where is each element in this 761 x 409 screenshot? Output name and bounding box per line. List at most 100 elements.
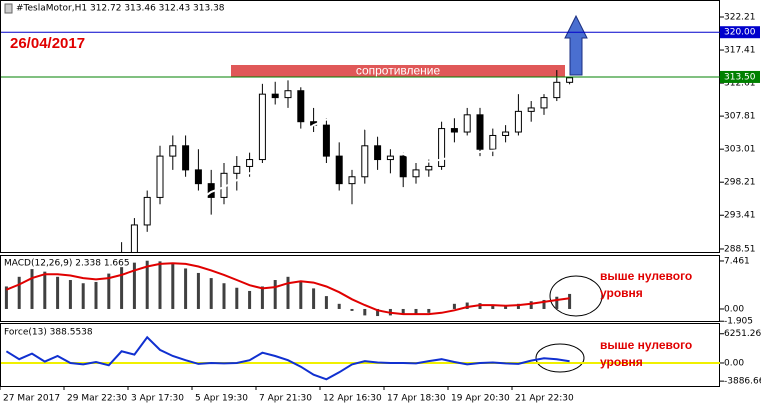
pane-title: #TeslaMotor,H1 312.72 313.46 312.43 313.… [16, 4, 225, 14]
candle-body [322, 124, 330, 157]
macd-bar [17, 276, 21, 309]
macd-bar [286, 276, 290, 309]
y-tick-label: 0.00 [724, 304, 744, 314]
macd-bar [209, 278, 213, 309]
candle-body [566, 77, 574, 83]
candle-body [284, 90, 292, 99]
y-tick-label: 307.81 [724, 112, 756, 122]
highlight-ellipse [549, 275, 603, 317]
macd-bar [427, 308, 431, 313]
candle-body [502, 131, 510, 136]
macd-bar [529, 301, 533, 309]
candle-body [463, 114, 471, 133]
candle-body [169, 145, 177, 157]
x-tick-label: 7 Apr 21:30 [259, 394, 312, 404]
y-tick-label: 293.41 [724, 211, 756, 221]
y-tick-label: 317.41 [724, 46, 756, 56]
highlight-ellipse [535, 343, 585, 373]
candle-body [271, 93, 279, 99]
candle-body [182, 145, 190, 171]
macd-bar [107, 273, 111, 309]
force-pane [0, 323, 720, 387]
macd-bar [235, 287, 239, 309]
x-tick-label: 5 Apr 19:30 [195, 394, 248, 404]
macd-bar [43, 271, 47, 309]
y-tick-label: 288.51 [724, 244, 756, 254]
y-tick-label: 0.00 [724, 358, 744, 368]
pane-title: MACD(12,26,9) 2.338 1.665 [4, 259, 130, 269]
macd-bar [30, 269, 34, 309]
resistance-zone [231, 65, 565, 77]
x-tick-label: 19 Apr 20:30 [451, 394, 510, 404]
macd-bar [222, 283, 226, 309]
macd-bar [337, 303, 341, 309]
macd-bar [542, 299, 546, 309]
series-line [161, 115, 571, 252]
candle-body [246, 159, 254, 167]
x-tick-label: 17 Apr 18:30 [387, 394, 446, 404]
candle-body [386, 155, 394, 161]
macd-bar [145, 260, 149, 309]
plot-area [4, 260, 572, 317]
macd-bar [299, 281, 303, 309]
plot-area [1, 335, 720, 381]
y-tick-label: 322.21 [724, 13, 756, 23]
y-tick-label: 312.61 [724, 79, 756, 89]
macd-bar [81, 283, 85, 309]
macd-bar [4, 286, 8, 309]
candle-body [361, 145, 369, 178]
y-tick-label: 303.01 [724, 145, 756, 155]
date-label: 26/04/2017 [10, 35, 85, 52]
macd-bar [350, 308, 354, 311]
macd-bar [68, 280, 72, 309]
level-tag [720, 70, 760, 83]
candle-body [335, 155, 343, 185]
y-tick-label: 6251.264 [724, 329, 761, 339]
macd-bar [401, 308, 405, 315]
x-tick-label: 27 Mar 2017 [3, 394, 60, 404]
macd-bar [120, 267, 124, 309]
macd-bar [132, 262, 136, 309]
y-tick-label: 7.461 [724, 256, 750, 266]
macd-bar [452, 303, 456, 309]
candle-body [297, 90, 305, 123]
y-tick-label: -3886.66 [724, 377, 761, 387]
y-tick-label: -1.905 [724, 317, 753, 327]
candle-body [348, 176, 356, 185]
macd-bar [465, 302, 469, 309]
candle-body [412, 169, 420, 178]
candle-body [527, 107, 535, 112]
candle-body [514, 110, 522, 133]
candle-body [553, 81, 561, 99]
macd-bar [196, 272, 200, 309]
candle-body [450, 128, 458, 133]
macd-bar [260, 286, 264, 309]
candle-body [374, 145, 382, 161]
macd-bar [56, 276, 60, 309]
series-line [5, 335, 570, 381]
x-tick-label: 12 Apr 16:30 [323, 394, 382, 404]
macd-bar [516, 303, 520, 309]
resistance-label: сопротивление [356, 64, 441, 78]
macd-bar [504, 306, 508, 309]
symbol-icon [4, 3, 13, 14]
candle-body [258, 93, 266, 161]
macd-bar [376, 308, 380, 317]
candle-body [233, 165, 241, 174]
macd-bar [171, 263, 175, 309]
level-label: 313.50 [724, 72, 756, 82]
candle-body [425, 165, 433, 171]
macd-bar [312, 288, 316, 309]
macd-bar [363, 308, 367, 316]
pane-title: Force(13) 388.5538 [4, 328, 93, 338]
macd-bar [158, 261, 162, 309]
candle-body [540, 97, 548, 109]
plot-area [118, 70, 574, 252]
candle-body [399, 155, 407, 178]
candle-body [156, 155, 164, 198]
candle-body [438, 128, 446, 167]
annotation: уровня [600, 286, 643, 300]
macd-bar [273, 280, 277, 309]
